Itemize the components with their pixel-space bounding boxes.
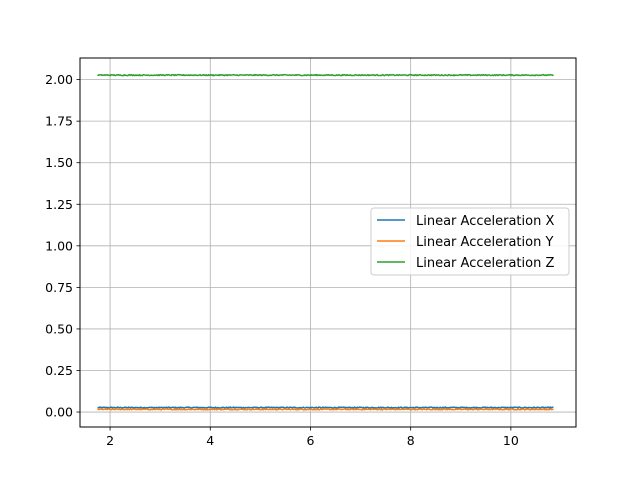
y-tick-label: 0.00 [45, 405, 73, 420]
y-tick-label: 0.50 [45, 321, 73, 336]
y-tick-label: 1.25 [45, 197, 73, 212]
x-tick-label: 4 [206, 433, 214, 448]
x-tick-label: 10 [503, 433, 519, 448]
x-axis: 2 4 6 8 10 [106, 427, 519, 448]
x-tick-label: 8 [407, 433, 415, 448]
series-lines [97, 73, 554, 411]
x-tick-label: 2 [106, 433, 114, 448]
legend-entry: Linear Acceleration Y [416, 235, 553, 250]
x-tick-label: 6 [306, 433, 314, 448]
y-tick-label: 2.00 [45, 72, 73, 87]
y-tick-label: 1.75 [45, 114, 73, 129]
y-axis: 0.00 0.25 0.50 0.75 1.00 1.25 1.50 1.75 2.00 [45, 72, 80, 420]
series-line [97, 408, 554, 411]
legend-entry: Linear Acceleration Z [416, 256, 554, 271]
plot-frame [79, 57, 577, 428]
y-tick-label: 0.75 [45, 280, 73, 295]
series-line [97, 73, 554, 77]
series-line [97, 406, 554, 409]
y-tick-label: 1.50 [45, 155, 73, 170]
y-tick-label: 0.25 [45, 363, 73, 378]
legend: Linear Acceleration X Linear Acceleration… [370, 207, 570, 276]
legend-entry: Linear Acceleration X [416, 214, 554, 229]
legend-box [370, 207, 570, 276]
y-tick-label: 1.00 [45, 238, 73, 253]
